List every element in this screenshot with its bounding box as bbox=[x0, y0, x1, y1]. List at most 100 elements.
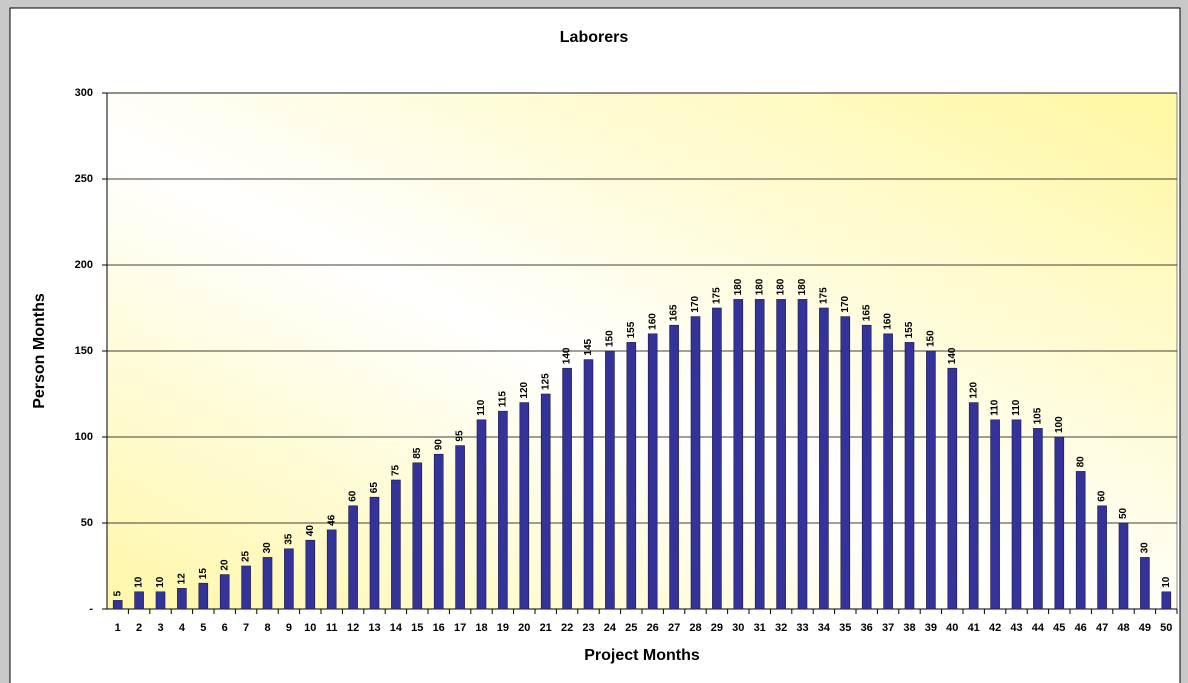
bar bbox=[177, 588, 187, 610]
x-tick-label: 22 bbox=[561, 622, 573, 634]
bar bbox=[284, 548, 294, 610]
x-tick-label: 37 bbox=[882, 622, 894, 634]
data-label: 145 bbox=[583, 338, 594, 355]
y-axis-label: Person Months bbox=[31, 293, 48, 409]
data-label: 110 bbox=[1011, 399, 1022, 416]
x-tick-label: 27 bbox=[668, 622, 680, 634]
y-tick-label: 50 bbox=[81, 517, 93, 529]
x-tick-label: 7 bbox=[243, 622, 249, 634]
x-tick-label: 34 bbox=[818, 622, 831, 634]
data-label: 175 bbox=[712, 287, 723, 304]
data-label: 105 bbox=[1033, 407, 1044, 424]
data-label: 170 bbox=[840, 295, 851, 312]
bar bbox=[519, 402, 530, 610]
data-label: 25 bbox=[241, 550, 252, 562]
bar bbox=[326, 529, 337, 610]
bar bbox=[476, 419, 487, 610]
data-label: 160 bbox=[883, 313, 894, 330]
x-tick-label: 9 bbox=[286, 622, 292, 634]
x-tick-label: 24 bbox=[604, 622, 617, 634]
bar bbox=[305, 539, 316, 610]
data-label: 60 bbox=[348, 490, 359, 502]
x-tick-label: 33 bbox=[796, 622, 808, 634]
x-tick-label: 19 bbox=[497, 622, 509, 634]
x-tick-label: 16 bbox=[433, 622, 445, 634]
data-label: 5 bbox=[112, 590, 123, 596]
bar bbox=[690, 316, 701, 610]
data-label: 155 bbox=[626, 321, 637, 338]
x-axis-label: Project Months bbox=[584, 647, 700, 664]
bar bbox=[412, 462, 423, 610]
x-tick-label: 23 bbox=[582, 622, 594, 634]
bar bbox=[369, 496, 380, 610]
x-tick-label: 20 bbox=[518, 622, 530, 634]
data-label: 150 bbox=[605, 330, 616, 347]
bar bbox=[669, 324, 679, 610]
bar bbox=[904, 342, 915, 610]
data-label: 140 bbox=[562, 347, 573, 364]
data-label: 115 bbox=[498, 391, 509, 408]
bar bbox=[540, 393, 551, 610]
data-label: 12 bbox=[177, 573, 188, 585]
x-tick-label: 30 bbox=[732, 622, 744, 634]
bar bbox=[968, 402, 979, 610]
x-tick-label: 18 bbox=[475, 622, 487, 634]
bar bbox=[348, 505, 358, 610]
bar bbox=[1097, 505, 1107, 610]
data-label: 125 bbox=[540, 373, 551, 390]
x-tick-label: 25 bbox=[625, 622, 637, 634]
x-tick-label: 38 bbox=[903, 622, 915, 634]
data-label: 140 bbox=[947, 347, 958, 364]
x-tick-label: 13 bbox=[368, 622, 380, 634]
bar bbox=[1118, 522, 1129, 610]
data-label: 20 bbox=[219, 559, 230, 571]
data-label: 80 bbox=[1075, 456, 1086, 468]
bar bbox=[583, 359, 594, 610]
x-tick-label: 45 bbox=[1053, 622, 1065, 634]
bar bbox=[883, 333, 893, 610]
x-tick-label: 6 bbox=[222, 622, 228, 634]
x-tick-label: 17 bbox=[454, 622, 466, 634]
data-label: 50 bbox=[1118, 507, 1129, 519]
x-tick-label: 3 bbox=[157, 622, 163, 634]
data-label: 100 bbox=[1054, 416, 1065, 433]
x-tick-label: 50 bbox=[1160, 622, 1172, 634]
data-label: 180 bbox=[754, 278, 765, 295]
bar bbox=[198, 582, 209, 610]
data-label: 65 bbox=[369, 482, 380, 494]
bar bbox=[455, 445, 465, 610]
x-tick-label: 14 bbox=[390, 622, 403, 634]
data-label: 120 bbox=[968, 381, 979, 398]
bar bbox=[797, 299, 808, 610]
bar bbox=[134, 591, 144, 610]
x-tick-label: 36 bbox=[861, 622, 873, 634]
data-label: 95 bbox=[455, 430, 466, 442]
data-label: 180 bbox=[776, 278, 787, 295]
x-tick-label: 43 bbox=[1010, 622, 1022, 634]
data-label: 165 bbox=[861, 304, 872, 321]
y-tick-label: 150 bbox=[75, 345, 93, 357]
x-tick-label: 47 bbox=[1096, 622, 1108, 634]
data-label: 60 bbox=[1097, 490, 1108, 502]
x-tick-label: 49 bbox=[1139, 622, 1151, 634]
data-label: 180 bbox=[797, 278, 808, 295]
x-tick-label: 26 bbox=[647, 622, 659, 634]
bar bbox=[926, 350, 936, 610]
data-label: 85 bbox=[412, 447, 423, 459]
x-tick-label: 4 bbox=[179, 622, 186, 634]
bar bbox=[1054, 436, 1065, 610]
bar bbox=[433, 453, 444, 610]
data-label: 110 bbox=[990, 399, 1001, 416]
y-tick-label: 250 bbox=[75, 173, 93, 185]
x-tick-label: 8 bbox=[264, 622, 270, 634]
bar bbox=[712, 307, 722, 610]
x-tick-label: 28 bbox=[689, 622, 701, 634]
bar bbox=[1140, 557, 1150, 610]
x-tick-label: 40 bbox=[946, 622, 958, 634]
x-tick-label: 35 bbox=[839, 622, 851, 634]
x-tick-label: 15 bbox=[411, 622, 423, 634]
bar bbox=[391, 479, 401, 610]
bar bbox=[605, 350, 615, 610]
x-tick-label: 46 bbox=[1075, 622, 1087, 634]
data-label: 10 bbox=[155, 576, 166, 588]
